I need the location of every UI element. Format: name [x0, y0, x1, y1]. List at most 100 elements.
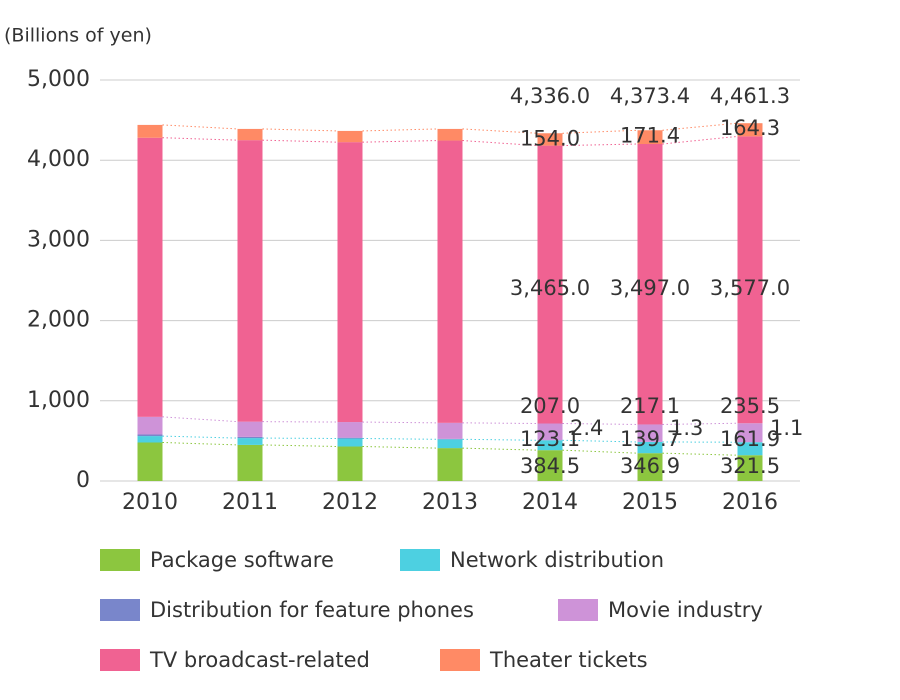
- total-label: 4,461.3: [710, 84, 790, 108]
- bar-segment: [137, 434, 163, 437]
- bar-segment: [337, 446, 363, 481]
- bar-segment: [537, 145, 563, 424]
- bar-segment: [237, 128, 263, 141]
- x-tick-label: 2013: [422, 490, 478, 515]
- value-label: 346.9: [620, 454, 680, 478]
- value-label: 207.0: [520, 394, 580, 418]
- bar-segment: [237, 436, 263, 439]
- bar-segment: [737, 442, 763, 456]
- total-label: 4,336.0: [510, 84, 590, 108]
- connector: [162, 416, 238, 423]
- bar-segment: [337, 437, 363, 439]
- bar-segment: [737, 423, 763, 443]
- connector: [162, 435, 238, 439]
- y-tick-label: 4,000: [27, 147, 90, 172]
- value-label: 154.0: [520, 126, 580, 150]
- connector: [462, 422, 538, 424]
- connector: [662, 135, 738, 145]
- bar-segment: [637, 453, 663, 481]
- bar-segment: [237, 140, 263, 422]
- value-label: 1.1: [770, 416, 803, 440]
- y-tick-label: 2,000: [27, 308, 90, 333]
- bar-segment: [337, 130, 363, 143]
- x-tick-label: 2010: [122, 490, 178, 515]
- value-label: 1.3: [670, 416, 703, 440]
- connector: [262, 444, 338, 448]
- bar-segment: [737, 136, 763, 424]
- legend-label: TV broadcast-related: [149, 648, 370, 672]
- value-label: 164.3: [720, 116, 780, 140]
- legend-label: Network distribution: [450, 548, 664, 572]
- connector: [262, 139, 338, 143]
- connector: [562, 449, 638, 454]
- connector: [462, 128, 538, 134]
- bar-segment: [237, 421, 263, 437]
- value-label: 123.1: [520, 427, 580, 451]
- legend-swatch: [400, 549, 440, 571]
- bar-segment: [437, 128, 463, 141]
- legend-swatch: [440, 649, 480, 671]
- connector: [562, 143, 638, 147]
- bar-segment: [737, 123, 763, 137]
- bar-segment: [137, 124, 163, 138]
- value-label: 161.9: [720, 427, 780, 451]
- value-label: 3,497.0: [610, 276, 690, 300]
- connector: [162, 137, 238, 141]
- connector: [562, 422, 638, 425]
- value-label: 139.7: [620, 427, 680, 451]
- bar-segment: [737, 455, 763, 481]
- connector: [362, 128, 438, 132]
- value-label: 235.5: [720, 394, 780, 418]
- legend-swatch: [558, 599, 598, 621]
- connector: [162, 124, 238, 130]
- connector: [362, 446, 438, 449]
- y-tick-label: 0: [76, 468, 90, 493]
- legend-label: Distribution for feature phones: [150, 598, 474, 622]
- bar-segment: [437, 422, 463, 439]
- connector: [562, 439, 638, 443]
- bar-segment: [637, 130, 663, 144]
- connector: [362, 437, 438, 440]
- bar-segment: [537, 440, 563, 451]
- legend-swatch: [100, 549, 140, 571]
- bar-segment: [237, 444, 263, 481]
- bar-segment: [637, 143, 663, 425]
- value-label: 3,577.0: [710, 276, 790, 300]
- x-tick-label: 2012: [322, 490, 378, 515]
- legend-swatch: [100, 649, 140, 671]
- legend-label: Movie industry: [608, 598, 763, 622]
- bar-segment: [337, 438, 363, 447]
- connector: [662, 422, 738, 425]
- connector: [362, 421, 438, 424]
- x-tick-label: 2015: [622, 490, 678, 515]
- connector: [462, 140, 538, 147]
- value-label: 384.5: [520, 454, 580, 478]
- connector: [562, 129, 638, 134]
- connector: [462, 438, 538, 441]
- bar-segment: [637, 424, 663, 442]
- connector: [362, 140, 438, 143]
- bar-segment: [637, 441, 663, 454]
- value-label: 3,465.0: [510, 276, 590, 300]
- bar-segment: [337, 142, 363, 423]
- bar-segment: [137, 137, 163, 417]
- bar-segment: [137, 416, 163, 435]
- legend-label: Package software: [150, 548, 334, 572]
- y-tick-label: 5,000: [27, 67, 90, 92]
- value-label: 171.4: [620, 123, 680, 147]
- bar-segment: [437, 140, 463, 423]
- y-tick-label: 3,000: [27, 227, 90, 252]
- connector: [662, 122, 738, 131]
- value-label: 217.1: [620, 394, 680, 418]
- connector: [262, 128, 338, 132]
- bar-segment: [437, 439, 463, 449]
- unit-label: (Billions of yen): [4, 25, 152, 47]
- y-tick-label: 1,000: [27, 388, 90, 413]
- bar-segment: [537, 133, 563, 146]
- bar-segment: [537, 423, 563, 441]
- connector: [662, 452, 738, 456]
- total-label: 4,373.4: [610, 84, 690, 108]
- bar-segment: [437, 448, 463, 481]
